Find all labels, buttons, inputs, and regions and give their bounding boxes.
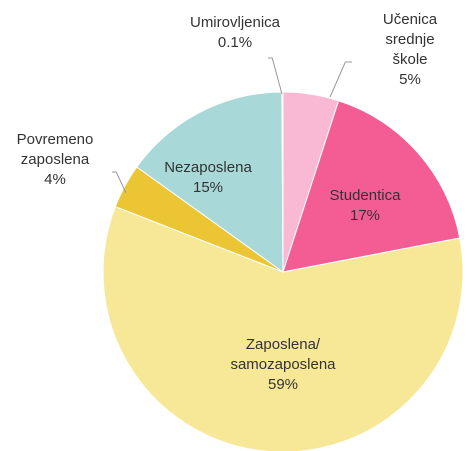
- slice-label: Zaposlena/ samozaposlena 59%: [230, 335, 335, 395]
- value-label: 59%: [267, 376, 299, 393]
- pie-slice: [282, 100, 461, 273]
- value-label: 15%: [192, 179, 224, 196]
- pie-slice: [102, 205, 464, 451]
- category-name: Studentica: [329, 187, 401, 204]
- slice-label: Umirovljenica 0.1%: [190, 13, 280, 53]
- value-label: 5%: [399, 71, 421, 88]
- slice-label: Studentica 17%: [330, 186, 401, 226]
- slice-label: Nezaposlena 15%: [164, 158, 252, 198]
- category-name: Učenica srednje škole: [382, 11, 438, 68]
- category-name: Povremeno zaposlena: [16, 131, 94, 168]
- leader-line: [268, 57, 283, 95]
- slice-label: Učenica srednje škole 5%: [382, 10, 439, 90]
- leader-line: [112, 171, 127, 194]
- leader-line: [329, 61, 352, 98]
- category-name: Nezaposlena: [164, 159, 252, 176]
- value-label: 4%: [44, 171, 66, 188]
- category-name: Umirovljenica: [189, 14, 281, 31]
- category-name: Zaposlena/ samozaposlena: [230, 336, 336, 373]
- value-label: 17%: [349, 207, 381, 224]
- value-label: 0.1%: [217, 34, 253, 51]
- slice-label: Povremeno zaposlena 4%: [17, 130, 94, 190]
- pie-slice: [136, 91, 284, 273]
